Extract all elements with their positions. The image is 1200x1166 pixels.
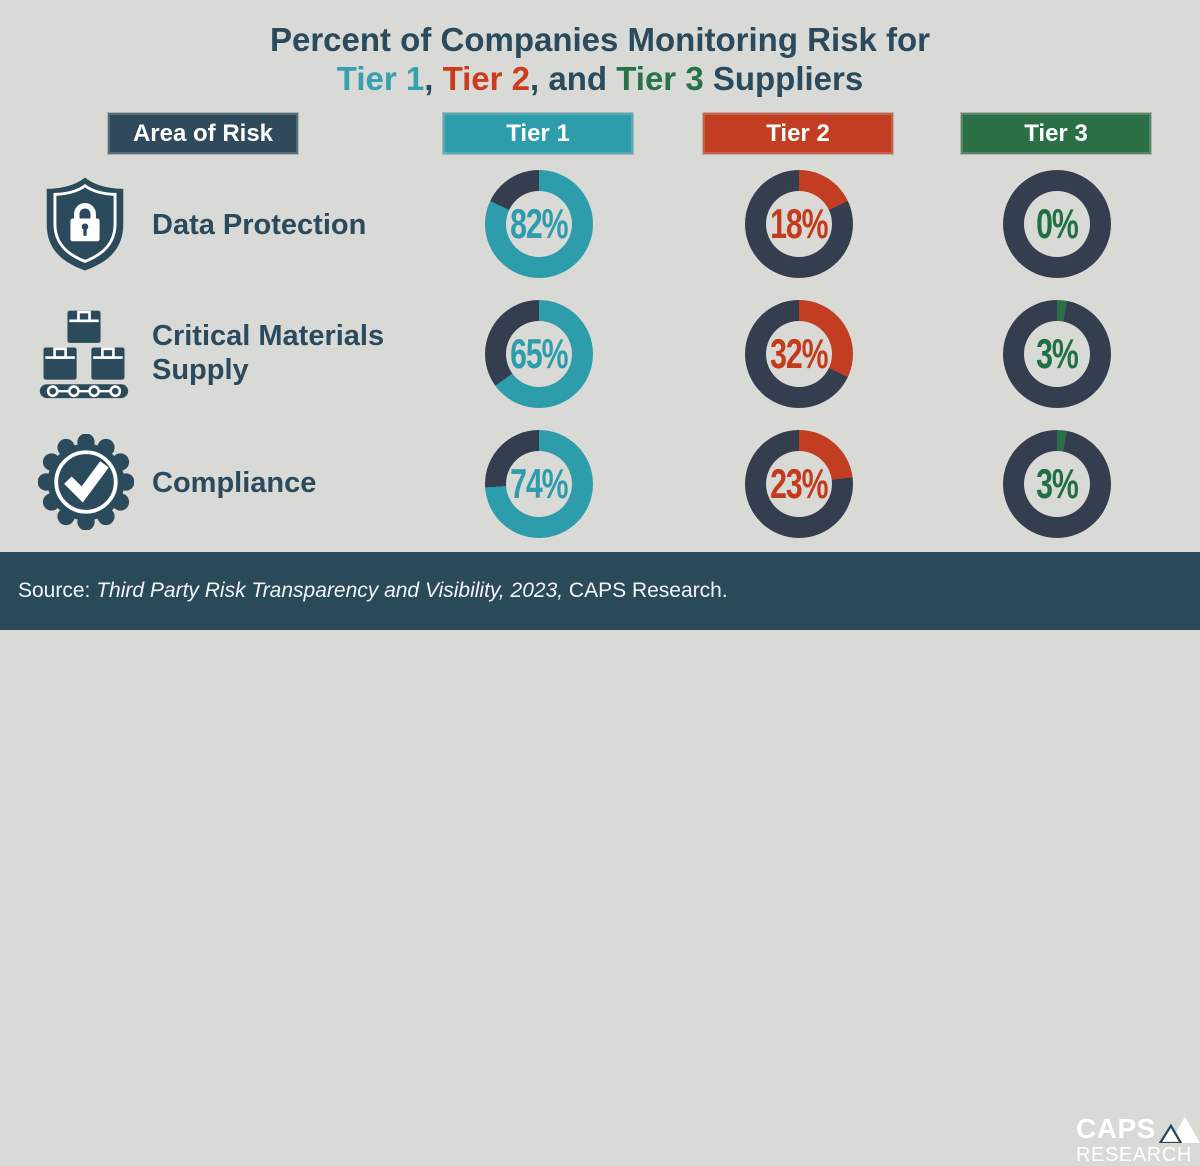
donut-tier2-critical-materials: 32% — [745, 300, 853, 408]
donut-tier2-compliance: 23% — [745, 430, 853, 538]
donut-value-label: 18% — [770, 200, 828, 247]
donut-value-label: 82% — [510, 200, 568, 247]
donut-value-label: 3% — [1036, 460, 1079, 507]
infographic-canvas: Percent of Companies Monitoring Risk for… — [0, 20, 1200, 1165]
header-tier1: Tier 1 — [443, 113, 633, 154]
risk-area-label-compliance: Compliance — [152, 467, 317, 499]
donut-hole: 3% — [1024, 321, 1090, 387]
donut-tier1-data-protection: 82% — [485, 170, 593, 278]
donut-hole: 18% — [766, 191, 832, 257]
title-tier2: Tier 2 — [442, 60, 531, 97]
donut-value-label: 65% — [510, 330, 568, 377]
footer-bar: Source: Third Party Risk Transparency an… — [0, 552, 1200, 1165]
supply-boxes-conveyor-icon — [38, 306, 130, 400]
title-tier3: Tier 3 — [616, 60, 704, 97]
logo-research-text: RESEARCH — [1076, 1144, 1192, 1166]
donut-hole: 0% — [1024, 191, 1090, 257]
source-citation: Source: Third Party Risk Transparency an… — [18, 579, 728, 602]
donut-hole: 23% — [766, 451, 832, 517]
donut-value-label: 23% — [770, 460, 828, 507]
donut-value-label: 0% — [1036, 200, 1079, 247]
donut-value-label: 3% — [1036, 330, 1079, 377]
chart-title-line1: Percent of Companies Monitoring Risk for — [269, 21, 931, 58]
risk-area-label-critical-materials-supply: Critical Materials Supply — [152, 320, 385, 386]
donut-hole: 74% — [506, 451, 572, 517]
donut-hole: 65% — [506, 321, 572, 387]
compliance-badge-check-icon — [38, 434, 134, 530]
header-tier2: Tier 2 — [703, 113, 893, 154]
header-tier3: Tier 3 — [961, 113, 1151, 154]
donut-tier3-compliance: 3% — [1003, 430, 1111, 538]
donut-hole: 82% — [506, 191, 572, 257]
donut-tier2-data-protection: 18% — [745, 170, 853, 278]
mountain-icon — [1158, 1116, 1200, 1143]
header-area-of-risk: Area of Risk — [108, 113, 298, 154]
donut-tier1-compliance: 74% — [485, 430, 593, 538]
donut-tier3-critical-materials: 3% — [1003, 300, 1111, 408]
donut-value-label: 32% — [770, 330, 828, 377]
chart-title-line2: Tier 1, Tier 2, and Tier 3 Suppliers — [336, 60, 864, 97]
caps-research-logo: CAPS RESEARCH — [1076, 1114, 1200, 1165]
donut-hole: 32% — [766, 321, 832, 387]
title-tier1: Tier 1 — [336, 60, 425, 97]
source-report-title: Third Party Risk Transparency and Visibi… — [96, 579, 564, 602]
risk-area-label-data-protection: Data Protection — [152, 209, 367, 241]
donut-hole: 3% — [1024, 451, 1090, 517]
donut-tier3-data-protection: 0% — [1003, 170, 1111, 278]
chart-title: Percent of Companies Monitoring Risk for… — [0, 20, 1200, 98]
donut-value-label: 74% — [510, 460, 568, 507]
shield-lock-icon — [44, 174, 126, 274]
logo-caps-text: CAPS — [1076, 1113, 1156, 1144]
donut-tier1-critical-materials: 65% — [485, 300, 593, 408]
